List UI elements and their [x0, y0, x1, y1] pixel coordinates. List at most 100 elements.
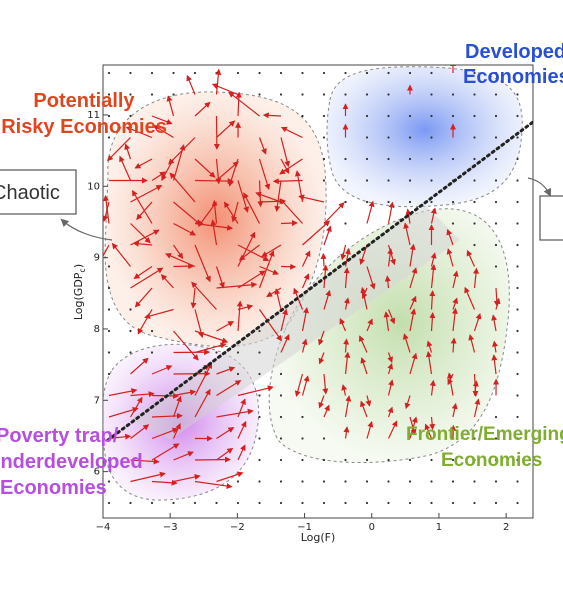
vector-arrow [259, 265, 279, 275]
grid-dot [408, 480, 412, 483]
grid-dot [516, 114, 519, 118]
label-risky-line2: Risky Economies [1, 116, 167, 138]
callout-left-text: Chaotic [0, 182, 60, 204]
grid-dot [473, 243, 476, 247]
grid-dot [344, 480, 347, 483]
vector-arrow [134, 158, 153, 169]
vector-arrow [344, 351, 351, 375]
vector-arrow [430, 207, 437, 224]
grid-dot [107, 351, 111, 354]
vector-arrow [194, 342, 227, 354]
y-axis-label: Log(GDPc) [72, 264, 87, 320]
grid-dot [430, 93, 433, 96]
grid-dot [451, 458, 455, 462]
grid-dot [322, 93, 326, 96]
grid-dot [322, 114, 326, 118]
grid-dot [344, 501, 347, 505]
vector-arrow [191, 281, 217, 310]
grid-dot [473, 222, 476, 225]
vector-arrow [119, 155, 132, 181]
y-tick-label: 11 [87, 110, 100, 121]
grid-dot [279, 93, 283, 96]
vector-arrow [131, 189, 153, 224]
grid-dot [494, 437, 498, 440]
callout-left: Chaotic [0, 169, 113, 241]
vector-arrow [106, 137, 131, 162]
grid-dot [301, 93, 304, 96]
grid-dot [172, 93, 175, 96]
label-poverty-line3: Economies [0, 477, 107, 499]
vector-arrow [429, 312, 436, 332]
x-tick-label: −3 [163, 522, 178, 533]
vector-arrow [194, 330, 229, 344]
y-axis-ticks: 6 7 8 9 10 11 [87, 110, 108, 478]
vector-arrow [173, 244, 184, 260]
vector-arrow [409, 295, 417, 310]
grid-dot [236, 372, 240, 376]
vector-arrow [168, 137, 196, 165]
grid-dot [279, 501, 283, 505]
vector-arrow [216, 471, 244, 483]
vector-arrow [279, 158, 303, 175]
grid-dot [215, 71, 218, 75]
vector-arrow [366, 318, 373, 332]
grid-dot [279, 415, 283, 419]
grid-dot [494, 93, 498, 96]
vector-arrow [387, 248, 394, 267]
vector-arrow [301, 307, 309, 332]
grid-dot [451, 200, 455, 204]
vector-arrow [258, 250, 275, 289]
vector-field [103, 65, 501, 489]
grid-dot [258, 93, 261, 96]
vector-arrow [383, 311, 390, 332]
grid-dot [473, 458, 476, 462]
grid-dot [365, 200, 369, 204]
grid-dot [516, 136, 519, 139]
vector-arrow [468, 334, 476, 353]
grid-dot [172, 71, 175, 75]
grid-dot [258, 71, 261, 75]
vector-arrow [237, 398, 246, 418]
grid-dot [279, 71, 283, 75]
x-tick-label: −4 [96, 522, 111, 533]
grid-dot [516, 308, 519, 311]
grid-dot [301, 415, 304, 419]
vector-arrow [473, 398, 481, 418]
grid-dot [322, 501, 326, 505]
vector-arrow [272, 178, 303, 185]
vector-arrow [301, 250, 311, 267]
vector-arrow [130, 223, 151, 244]
grid-dot [408, 71, 412, 75]
grid-dot [129, 351, 132, 354]
grid-dot [408, 114, 412, 118]
vector-arrow [194, 388, 211, 418]
vector-arrow [298, 194, 325, 203]
grid-dot [387, 114, 390, 118]
vector-arrow [151, 365, 173, 375]
vector-arrow [151, 427, 179, 440]
grid-dot [473, 157, 476, 161]
vector-arrow [237, 304, 254, 311]
grid-dot [301, 71, 304, 75]
y-tick-label: 7 [94, 395, 100, 406]
grid-dot [516, 501, 519, 505]
grid-dot [387, 136, 390, 139]
vector-arrow [409, 416, 417, 436]
grid-dot [430, 179, 433, 182]
grid-dot [344, 179, 347, 182]
vector-arrow [426, 340, 433, 353]
vector-arrow [262, 112, 282, 119]
vector-arrow [274, 288, 282, 310]
vector-arrow [387, 362, 394, 375]
vector-arrow [280, 308, 288, 332]
vector-arrow [360, 286, 368, 310]
grid-dot [494, 157, 498, 161]
grid-dot [408, 501, 412, 505]
grid-dot [129, 114, 132, 118]
grid-dot [365, 157, 369, 161]
grid-dot [236, 71, 240, 75]
vector-arrow [144, 308, 174, 319]
x-tick-label: −1 [297, 522, 312, 533]
grid-dot [107, 480, 111, 483]
grid-dot [107, 136, 111, 139]
